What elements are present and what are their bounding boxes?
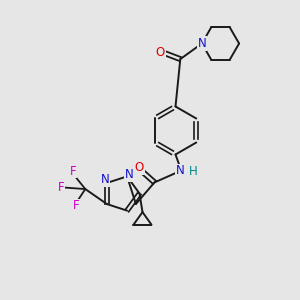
Text: F: F: [58, 181, 65, 194]
Text: N: N: [125, 168, 134, 182]
Text: O: O: [135, 161, 144, 175]
Text: N: N: [101, 173, 110, 186]
Text: N: N: [176, 164, 185, 178]
Text: F: F: [69, 165, 76, 178]
Text: H: H: [189, 165, 198, 178]
Text: O: O: [156, 46, 165, 59]
Text: F: F: [72, 200, 79, 212]
Text: N: N: [197, 37, 206, 50]
